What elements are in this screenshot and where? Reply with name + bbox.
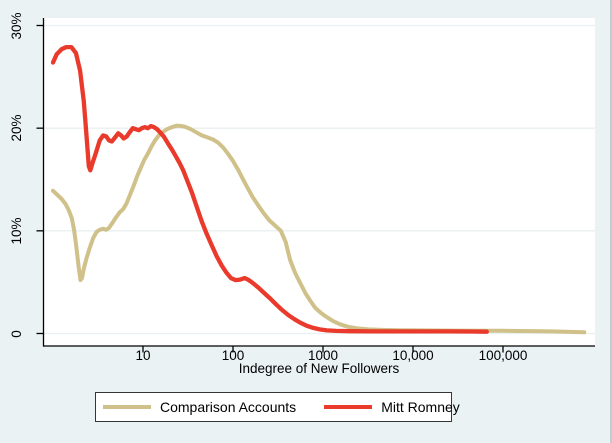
series-line-comparison-accounts: [51, 123, 587, 335]
x-axis-tick-label-100000: 100,000: [478, 348, 528, 363]
plot-area: [43, 18, 595, 346]
y-axis-tick-label-10: 10%: [9, 217, 24, 245]
x-axis-title: Indegree of New Followers: [238, 361, 400, 376]
x-axis-tick-label-10: 10: [135, 348, 151, 363]
x-axis-tick-label-1000: 1000: [307, 348, 339, 363]
x-axis-tick-label-100: 100: [221, 348, 245, 363]
window-right-edge: [610, 0, 612, 443]
legend: Comparison Accounts Mitt Romney: [95, 392, 460, 422]
comparison-accounts-line-swatch: [103, 405, 151, 409]
y-axis-tick-label-20: 20%: [9, 114, 24, 142]
mitt-romney-line-swatch: [324, 405, 373, 409]
tick-marks: [36, 24, 504, 353]
legend-label-comparison-accounts: Comparison Accounts: [160, 399, 297, 415]
series-line-mitt-romney: [50, 44, 489, 334]
y-axis-tick-label-0: 0: [9, 329, 24, 338]
legend-label-mitt-romney: Mitt Romney: [381, 399, 460, 415]
x-axis-tick-label-10000: 10,000: [392, 348, 434, 363]
series-lines: [50, 44, 587, 335]
y-axis-tick-label-30: 30%: [9, 11, 24, 40]
